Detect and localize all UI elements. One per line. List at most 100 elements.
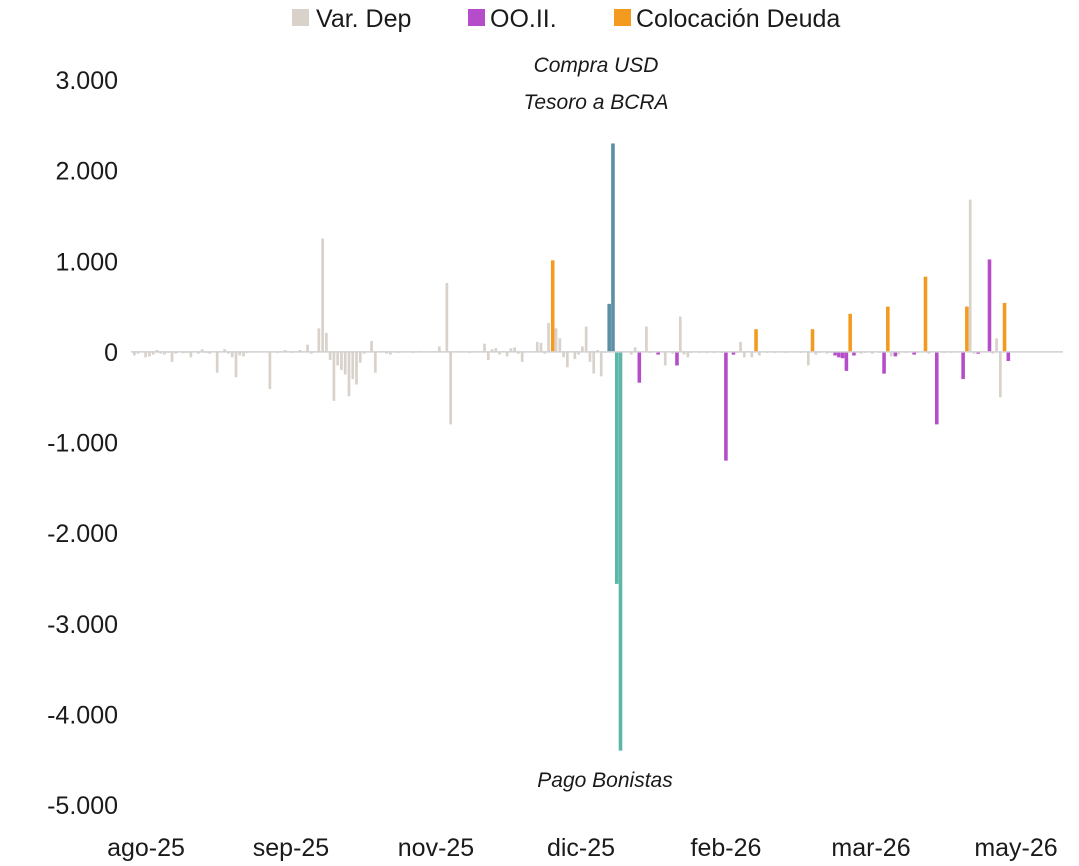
y-tick-label: -3.000	[47, 611, 118, 639]
bar-var-dep	[332, 351, 336, 401]
x-tick-label: ago-25	[107, 834, 185, 862]
bar-oo-ii	[934, 351, 939, 425]
bar-var-dep	[486, 351, 490, 361]
y-tick-label: -1.000	[47, 430, 118, 458]
bar-var-dep	[750, 351, 754, 358]
bar-var-dep	[234, 351, 238, 378]
bar-var-dep	[208, 351, 212, 354]
annotation-compra: Tesoro a BCRA	[523, 91, 668, 114]
legend-label-oo-ii: OO.II.	[490, 5, 557, 33]
bar-oo-ii	[1006, 351, 1011, 361]
bar-var-dep	[197, 351, 200, 354]
bar-var-dep	[340, 351, 343, 370]
legend-label-colocacion: Colocación Deuda	[636, 5, 840, 33]
legend: Var. Dep OO.II. Colocación Deuda	[292, 5, 840, 33]
legend-swatch-oo-ii	[468, 9, 485, 26]
bar-oo-ii	[675, 351, 679, 366]
bar-colocacion	[550, 260, 555, 352]
bar-var-dep	[998, 351, 1002, 398]
x-tick-label: mar-26	[831, 834, 910, 862]
bar-var-dep	[268, 351, 272, 390]
x-tick-label: dic-25	[547, 834, 615, 862]
bar-var-dep	[189, 351, 193, 358]
bar-var-dep	[494, 348, 498, 352]
bar-var-dep	[517, 351, 520, 354]
bar-oo-ii	[976, 351, 980, 354]
x-tick-label: feb-26	[691, 834, 762, 862]
bar-var-dep	[242, 351, 245, 357]
bar-pago-bonistas	[614, 351, 619, 584]
bar-var-dep	[170, 351, 174, 362]
bar-var-dep	[200, 349, 204, 352]
x-tick-label: sep-25	[253, 834, 329, 862]
bar-var-dep	[927, 351, 931, 354]
bar-oo-ii	[852, 351, 856, 356]
bar-var-dep	[535, 341, 539, 352]
bar-var-dep	[562, 351, 565, 358]
bar-var-dep	[483, 343, 486, 352]
bar-var-dep	[148, 351, 151, 357]
bar-oo-ii	[961, 351, 965, 380]
bar-var-dep	[739, 341, 742, 352]
bar-var-dep	[283, 350, 287, 352]
bar-var-dep	[968, 199, 972, 352]
bar-colocacion	[754, 329, 758, 352]
bar-var-dep	[592, 351, 596, 374]
legend-label-var-dep: Var. Dep	[316, 5, 411, 33]
bar-var-dep	[227, 351, 230, 354]
bars	[133, 143, 1011, 751]
bar-var-dep	[437, 346, 441, 352]
bar-var-dep	[686, 351, 690, 358]
bar-var-dep	[972, 351, 976, 354]
bar-var-dep	[385, 351, 388, 354]
bar-var-dep	[133, 351, 136, 356]
annotation-compra: Compra USD	[534, 54, 659, 77]
y-tick-label: -4.000	[47, 701, 118, 729]
bar-oo-ii	[912, 351, 916, 355]
bar-var-dep	[897, 351, 901, 355]
bar-var-dep	[159, 351, 163, 354]
bar-var-dep	[498, 351, 501, 355]
bar-var-dep	[230, 351, 234, 358]
bar-var-dep	[223, 349, 227, 352]
bar-var-dep	[742, 351, 746, 358]
annotations: Compra USD Tesoro a BCRA Pago Bonistas	[523, 54, 673, 792]
bar-oo-ii	[731, 351, 736, 355]
bar-var-dep	[373, 351, 377, 373]
bar-var-dep	[163, 351, 166, 355]
bar-var-dep	[565, 351, 569, 368]
bar-var-dep	[155, 350, 159, 352]
bar-var-dep	[151, 351, 155, 355]
bar-var-dep	[543, 351, 547, 354]
bar-var-dep	[663, 351, 667, 366]
bar-pago-bonistas	[618, 351, 623, 751]
y-tick-label: 1.000	[55, 248, 118, 276]
x-tick-label: nov-25	[398, 834, 474, 862]
bar-var-dep	[449, 351, 452, 425]
bar-var-dep	[588, 351, 592, 362]
bar-var-dep	[633, 347, 637, 352]
bar-var-dep	[577, 351, 581, 355]
bar-var-dep	[358, 351, 362, 363]
bar-colocacion	[923, 276, 928, 352]
bar-var-dep	[144, 351, 148, 358]
bar-oo-ii	[833, 351, 837, 356]
y-axis: 3.000 2.000 1.000 0 -1.000 -2.000 -3.000 -4.000…	[47, 67, 118, 820]
bar-var-dep	[547, 322, 550, 352]
legend-swatch-var-dep	[292, 9, 309, 26]
bar-var-dep	[321, 238, 324, 352]
bar-var-dep	[505, 351, 509, 357]
bar-oo-ii	[637, 351, 642, 383]
bar-compra-usd	[607, 303, 611, 352]
bar-colocacion	[1002, 302, 1007, 352]
bar-oo-ii	[893, 351, 898, 357]
bar-var-dep	[370, 341, 373, 352]
y-tick-label: -2.000	[47, 520, 118, 548]
bar-colocacion	[965, 306, 969, 352]
bar-var-dep	[306, 344, 309, 352]
legend-swatch-colocacion	[614, 9, 631, 26]
bar-var-dep	[328, 351, 332, 361]
bar-colocacion	[810, 329, 815, 352]
y-tick-label: 0	[104, 339, 118, 367]
